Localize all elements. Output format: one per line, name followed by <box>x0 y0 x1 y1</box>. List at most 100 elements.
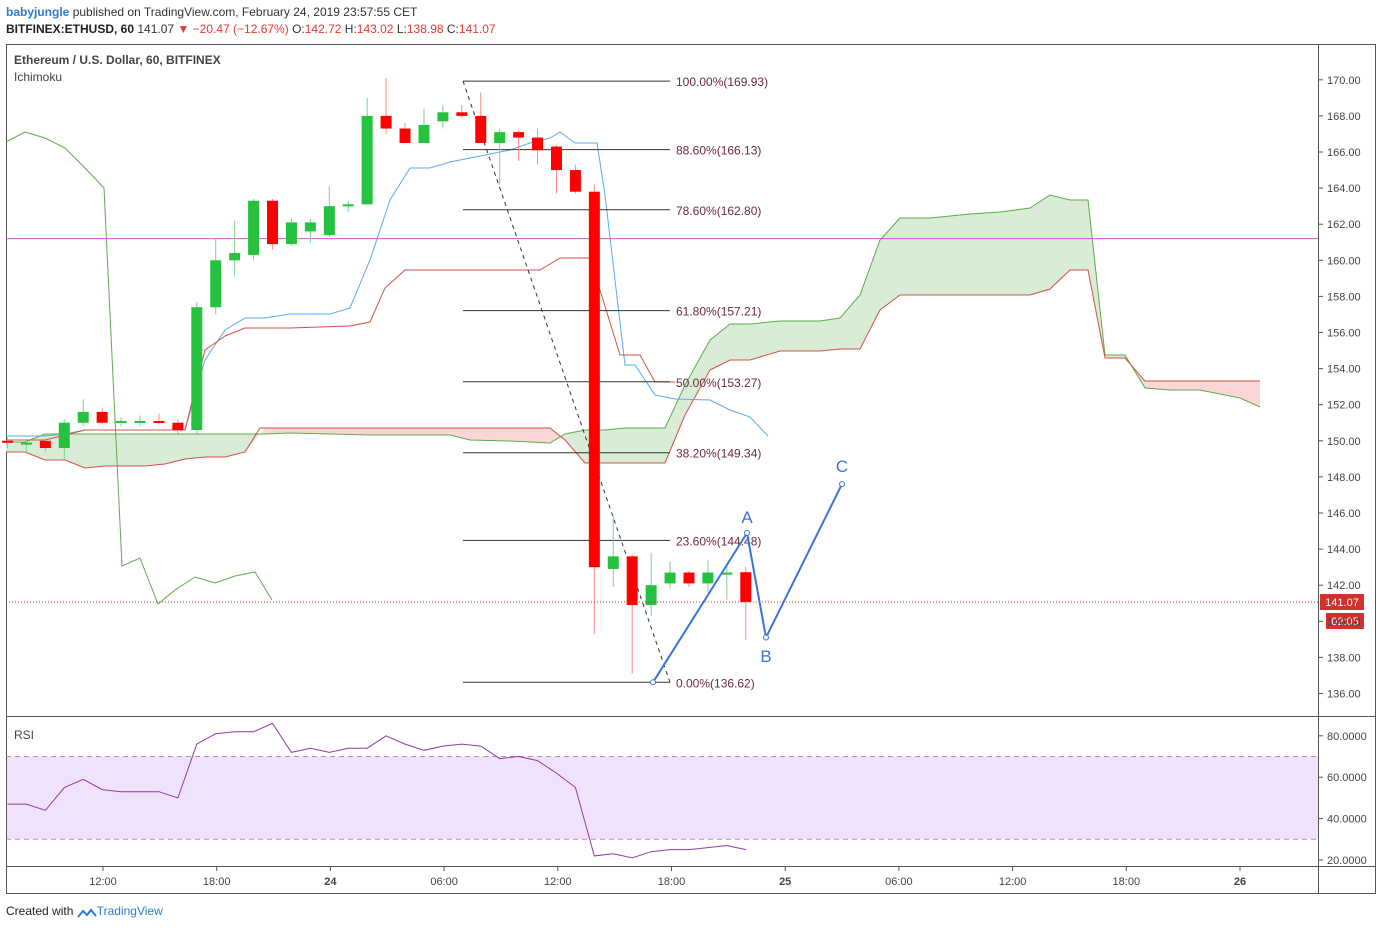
cloud-segment <box>625 428 665 463</box>
candle-body <box>418 124 430 143</box>
cloud-segment <box>510 428 550 443</box>
price-tick-label: 138.00 <box>1327 652 1361 664</box>
author-name[interactable]: babyjungle <box>6 5 70 19</box>
candle-body <box>2 440 13 443</box>
chikou-span <box>5 131 273 605</box>
senkou-span-b <box>6 269 1260 469</box>
candle-body <box>626 556 638 606</box>
low-value: 138.98 <box>406 22 444 36</box>
cloud-segment <box>145 434 165 466</box>
candle-body <box>437 112 449 122</box>
high-label: H: <box>344 22 357 36</box>
price-tag <box>1320 593 1364 610</box>
candle-body <box>210 260 222 308</box>
time-axis[interactable]: 12:00 18:00 24 06:00 12:00 18:00 25 06:00 12:00 1… <box>89 866 1246 888</box>
price-tick-label: 162.00 <box>1327 219 1361 231</box>
time-tick-label: 12:00 <box>544 876 572 888</box>
candle-body <box>304 222 316 232</box>
cloud-segment <box>605 428 625 463</box>
price-tick-label: 140.00 <box>1327 616 1361 628</box>
close-label: C: <box>446 22 459 36</box>
price-axis[interactable]: 136.00 138.00 140.00 142.00 144.00 146.00 148.… <box>1318 75 1361 701</box>
candle-body <box>323 206 335 236</box>
open-label: O: <box>292 22 305 36</box>
senkou-span-a <box>6 194 1261 444</box>
rsi-tick-label: 40.0000 <box>1327 814 1367 826</box>
symbol-label: BITFINEX:ETHUSD, 60 <box>6 22 135 36</box>
candle-body <box>134 420 146 423</box>
price-tick-label: 136.00 <box>1327 689 1361 701</box>
close-value: 141.07 <box>458 22 496 36</box>
fib-level-label: 78.60%(162.80) <box>676 204 761 218</box>
candle-body <box>513 132 525 138</box>
candle-body <box>39 440 51 449</box>
main-pane-border <box>6 44 1376 894</box>
cloud-segment <box>1240 381 1260 407</box>
candle-body <box>607 556 619 569</box>
cloud-segment <box>1050 195 1070 289</box>
chart-title: Ethereum / U.S. Dollar, 60, BITFINEX <box>14 53 221 67</box>
price-tick-label: 158.00 <box>1327 291 1361 303</box>
price-tick-label: 166.00 <box>1327 147 1361 159</box>
time-tick-label: 06:00 <box>430 876 458 888</box>
price-tick-label: 150.00 <box>1327 436 1361 448</box>
cloud-segment <box>820 318 840 351</box>
candle-body <box>588 191 600 568</box>
candle-body <box>342 204 354 207</box>
cloud-segment <box>565 430 585 463</box>
wave-label: C <box>836 457 848 476</box>
cloud-segment <box>265 428 290 434</box>
cloud-segment <box>710 324 730 370</box>
time-tick-label: 24 <box>324 876 337 888</box>
candle-body <box>229 253 241 261</box>
wave-point <box>650 679 656 686</box>
fib-level-label: 88.60%(166.13) <box>676 144 761 158</box>
time-tick-label: 26 <box>1234 876 1246 888</box>
candle-body <box>740 572 752 602</box>
timer-tag <box>1326 612 1364 629</box>
cloud-segment <box>470 428 510 441</box>
cloud-segment <box>330 428 370 435</box>
candle-body <box>153 420 165 423</box>
cloud-segment <box>685 340 710 415</box>
cloud-segment <box>1105 355 1125 358</box>
candle-body <box>721 572 733 575</box>
price-tick-label: 152.00 <box>1327 400 1361 412</box>
indicator-label: Ichimoku <box>14 70 62 84</box>
candle-body <box>361 115 373 205</box>
cloud-segment <box>1070 200 1088 270</box>
candle-body <box>285 222 297 245</box>
fib-level-label: 61.80%(157.21) <box>676 305 761 319</box>
candle-body <box>494 132 506 143</box>
publish-info: babyjungle published on TradingView.com,… <box>6 5 417 19</box>
wave-label: A <box>741 508 753 527</box>
price-tick-label: 170.00 <box>1327 75 1361 87</box>
tradingview-brand[interactable]: TradingView <box>96 904 163 918</box>
cloud-segment <box>245 428 265 452</box>
abc-wave-drawing[interactable]: A B C <box>650 457 849 686</box>
pane-titles: Ethereum / U.S. Dollar, 60, BITFINEX Ich… <box>14 53 221 742</box>
price-tick-label: 164.00 <box>1327 183 1361 195</box>
candle-body <box>456 112 468 116</box>
current-price-line: 141.07 02:05 <box>6 593 1364 629</box>
fibonacci-retracement[interactable]: 100.00%(169.93) 88.60%(166.13) 78.60%(162.… <box>462 75 768 690</box>
cloud-segment <box>860 240 880 349</box>
cloud-segment <box>1200 381 1240 398</box>
candle-body <box>475 115 487 143</box>
candle-body <box>77 411 89 423</box>
candle-body <box>683 572 695 584</box>
price-tick-label: 142.00 <box>1327 580 1361 592</box>
wave-point <box>744 529 750 536</box>
rsi-tick-label: 20.0000 <box>1327 855 1367 867</box>
change-value: −20.47 (−12.67%) <box>192 22 289 36</box>
wave-point <box>763 634 769 641</box>
time-tick-label: 25 <box>779 876 791 888</box>
time-tick-label: 06:00 <box>885 876 913 888</box>
cloud-segment <box>880 218 900 310</box>
price-tick-label: 160.00 <box>1327 255 1361 267</box>
rsi-title: RSI <box>14 728 34 742</box>
time-tick-label: 12:00 <box>999 876 1027 888</box>
candle-body <box>532 137 544 151</box>
candle-body <box>96 411 108 423</box>
